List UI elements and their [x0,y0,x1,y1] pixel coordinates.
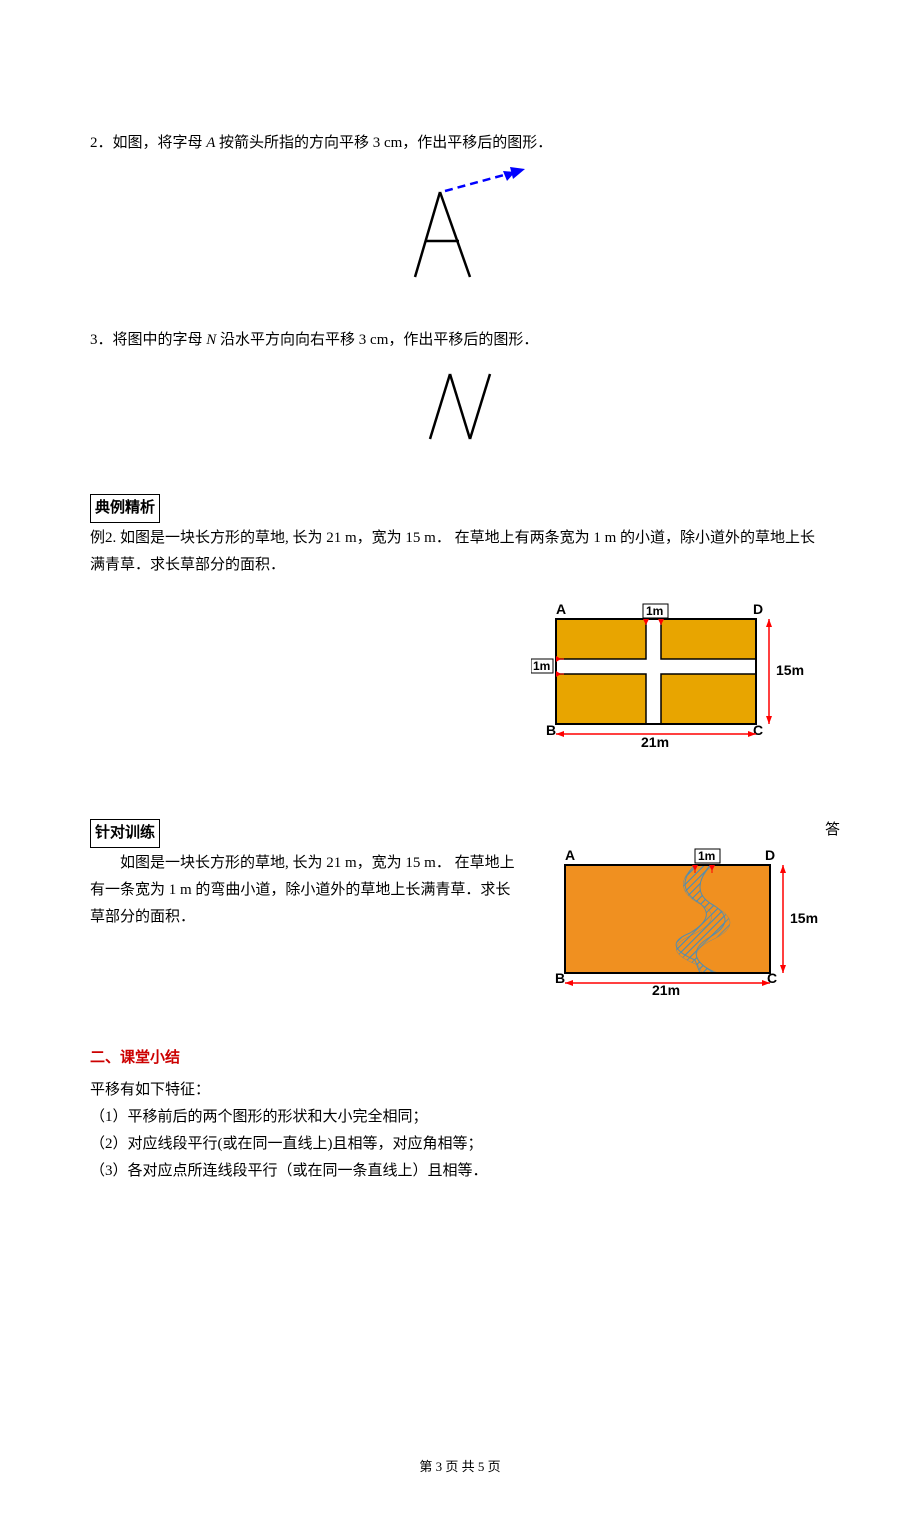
svg-text:15m: 15m [790,910,818,926]
svg-text:15m: 15m [776,662,804,678]
question-2-text-2: 按箭头所指的方向平移 3 cm，作出平移后的图形． [219,135,552,151]
answer-character: 答 [825,822,840,838]
section-practice: 针对训练 A D B C [90,809,830,1005]
question-3: 3．将图中的字母 N 沿水平方向向右平移 3 cm，作出平移后的图形． [90,327,830,354]
svg-text:1m: 1m [698,849,715,863]
question-3-text-1: 将图中的字母 [113,332,207,348]
svg-text:21m: 21m [641,734,669,749]
figure-letter-n [90,364,830,454]
question-2-letter: A [206,135,219,151]
svg-text:1m: 1m [646,604,663,618]
page-footer: 第 3 页 共 5 页 [90,1455,830,1478]
svg-text:A: A [556,601,566,617]
question-2: 2．如图，将字母 A 按箭头所指的方向平移 3 cm，作出平移后的图形． [90,130,830,157]
summary-item-3: （3）各对应点所连线段平行（或在同一条直线上）且相等． [90,1158,830,1185]
question-3-text-2: 沿水平方向向右平移 3 cm，作出平移后的图形． [220,332,538,348]
summary-item-1: （1）平移前后的两个图形的形状和大小完全相同； [90,1104,830,1131]
svg-text:B: B [555,970,565,986]
example-2-text: 例2. 如图是一块长方形的草地, 长为 21 m，宽为 15 m． 在草地上有两… [90,525,830,579]
example-2-body: 如图是一块长方形的草地, 长为 21 m，宽为 15 m． 在草地上有两条宽为 … [90,530,815,573]
svg-text:1m: 1m [533,659,550,673]
practice-header: 针对训练 [90,819,160,848]
summary-intro: 平移有如下特征： [90,1077,830,1104]
section-analysis: 典例精析 例2. 如图是一块长方形的草地, 长为 21 m，宽为 15 m． 在… [90,484,830,759]
question-3-letter: N [206,332,220,348]
svg-text:D: D [753,601,763,617]
figure-letter-a [90,167,830,297]
svg-text:C: C [753,722,763,738]
summary-list: （1）平移前后的两个图形的形状和大小完全相同； （2）对应线段平行(或在同一直线… [90,1104,830,1185]
svg-text:D: D [765,847,775,863]
summary-heading: 二、课堂小结 [90,1045,830,1072]
svg-text:21m: 21m [652,982,680,995]
question-3-number: 3． [90,332,113,348]
svg-text:A: A [565,847,575,863]
diagram-curved-path: A D B C 1m 21m 15m [540,845,830,1005]
diagram-cross-paths: A D B C 1m 1m [531,589,830,759]
question-2-text-1: 如图，将字母 [113,135,207,151]
example-2-label: 例2. [90,530,120,546]
analysis-header: 典例精析 [90,494,160,523]
question-2-number: 2． [90,135,113,151]
summary-item-2: （2）对应线段平行(或在同一直线上)且相等，对应角相等； [90,1131,830,1158]
svg-text:B: B [546,722,556,738]
